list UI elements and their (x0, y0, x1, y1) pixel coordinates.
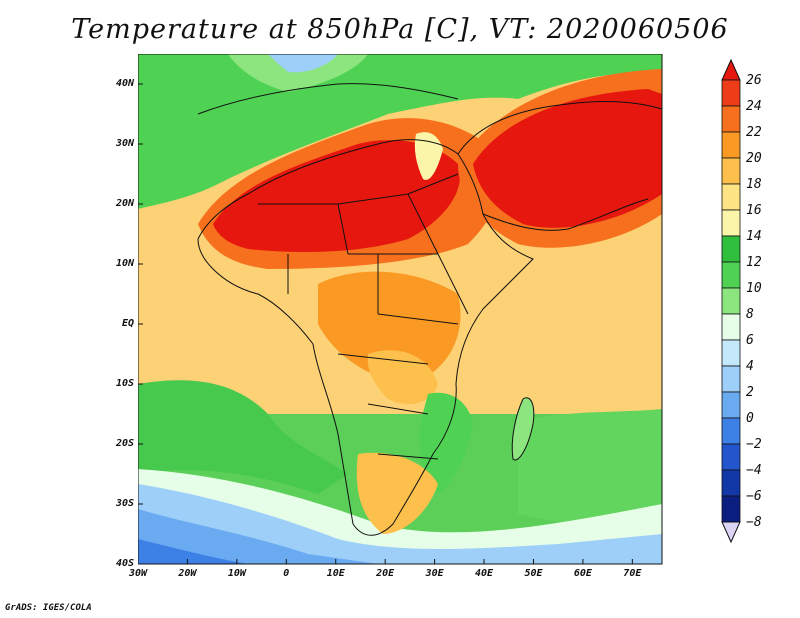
lon-label: 60E (573, 568, 592, 579)
axis-ticks (137, 83, 633, 565)
arabia-south-coast (482, 198, 649, 231)
colorbar-swatch (721, 495, 741, 523)
colorbar-label: −8 (746, 515, 762, 530)
mideast-coast-north (457, 101, 662, 155)
colorbar-swatch (721, 131, 741, 159)
country-borders (258, 173, 469, 460)
colorbar: 26 24 22 20 18 16 14 12 10 8 6 4 2 0 −2 −4 −6 −8 (718, 58, 798, 562)
map-title: Temperature at 850hPa [C], VT: 202006050… (71, 14, 729, 45)
arabia-hot-core (473, 89, 662, 228)
colorbar-swatch (721, 183, 741, 211)
colorbar-label: −4 (746, 463, 762, 478)
madagascar-green (512, 397, 534, 460)
colorbar-swatch (721, 261, 741, 289)
madagascar-coast (511, 397, 535, 461)
lat-label: 20S (115, 438, 134, 449)
colorbar-label: −2 (746, 437, 762, 452)
lat-label: 40N (115, 78, 134, 89)
colorbar-swatch (721, 443, 741, 471)
colorbar-label: 20 (746, 151, 762, 166)
colorbar-swatch (721, 365, 741, 393)
north-blue-patch (268, 54, 338, 73)
lat-label: 10N (115, 258, 134, 269)
credit-label: GrADS: IGES/COLA (5, 603, 92, 613)
colorbar-swatch (721, 391, 741, 419)
colorbar-swatch (721, 157, 741, 185)
colorbar-label: 24 (746, 99, 762, 114)
colorbar-swatch (721, 313, 741, 341)
mediterranean-coast (197, 83, 459, 115)
lon-label: 10W (227, 568, 246, 579)
lon-label: 30E (425, 568, 444, 579)
colorbar-swatch (721, 469, 741, 497)
lon-label: 70E (623, 568, 642, 579)
lon-label: 20W (178, 568, 197, 579)
south-atlantic-green (138, 380, 348, 494)
colorbar-label: 8 (746, 307, 754, 322)
colorbar-label: 14 (746, 229, 762, 244)
lat-label: 30N (115, 138, 134, 149)
map-svg (137, 53, 663, 565)
colorbar-swatch (721, 79, 741, 107)
lon-label: 10E (326, 568, 345, 579)
indian-ocean-green (518, 409, 662, 529)
kalahari-yellow (356, 452, 438, 534)
colorbar-label: 12 (746, 255, 762, 270)
colorbar-label: 2 (746, 385, 754, 400)
lon-label: 50E (524, 568, 543, 579)
sahara-hot-core (213, 140, 460, 252)
southern-darkblue-band (138, 539, 248, 564)
colorbar-label: 18 (746, 177, 762, 192)
africa-coastline (197, 139, 534, 536)
lat-label: EQ (121, 318, 134, 329)
lat-label: 40S (115, 558, 134, 569)
southern-blue-band (138, 509, 378, 564)
lon-label: 40E (475, 568, 494, 579)
lat-label: 10S (115, 378, 134, 389)
lon-label: 20E (376, 568, 395, 579)
colorbar-swatch (721, 209, 741, 237)
colorbar-label: 26 (746, 73, 762, 88)
colorbar-swatch (721, 235, 741, 263)
lon-label: 0 (283, 568, 290, 579)
nile-cool-strip (414, 132, 443, 180)
colorbar-label: 16 (746, 203, 762, 218)
colorbar-label: 22 (746, 125, 762, 140)
lon-label: 30W (128, 568, 148, 579)
colorbar-bottom-arrow (721, 521, 741, 544)
colorbar-top-arrow (721, 58, 741, 81)
colorbar-swatch (721, 339, 741, 367)
colorbar-label: −6 (746, 489, 762, 504)
mediterranean-green (138, 54, 662, 209)
colorbar-label: 10 (746, 281, 762, 296)
colorbar-label: 0 (746, 411, 754, 426)
coastlines (197, 83, 662, 536)
colorbar-swatch (721, 105, 741, 133)
temperature-map: 40N 30N 20N 10N EQ 10S 20S 30S 40S 30W 20W 10W 0 10E 2… (116, 53, 718, 579)
south-central-yellow (367, 350, 438, 404)
north-light-green (228, 54, 368, 92)
colorbar-label: 4 (746, 359, 754, 374)
map-frame (137, 53, 663, 565)
southern-africa-green (419, 392, 473, 494)
lat-label: 30S (115, 498, 134, 509)
lat-label: 20N (115, 198, 134, 209)
colorbar-swatch (721, 287, 741, 315)
colorbar-label: 6 (746, 333, 754, 348)
colorbar-swatch (721, 417, 741, 445)
